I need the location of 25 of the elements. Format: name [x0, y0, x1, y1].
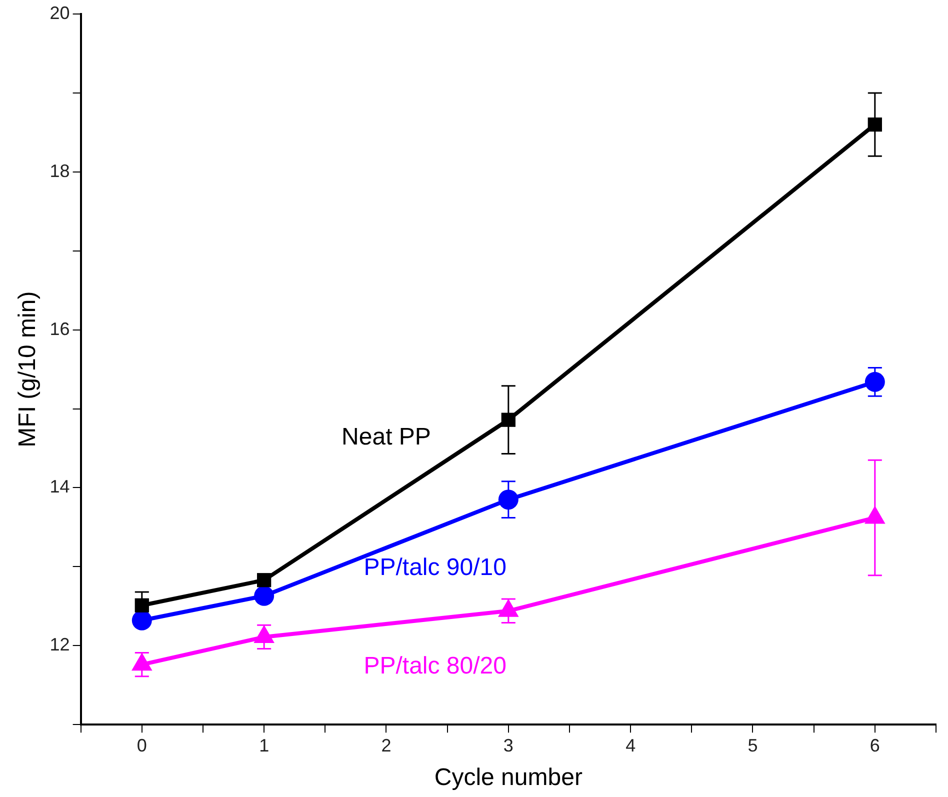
x-axis-title: Cycle number: [434, 764, 582, 792]
point: [254, 586, 274, 606]
point: [864, 372, 885, 392]
point: [134, 598, 149, 612]
x-tick-label: 4: [626, 735, 636, 756]
point: [501, 412, 516, 427]
x-tick-label: 0: [136, 735, 147, 756]
point: [257, 573, 272, 588]
point: [868, 117, 882, 132]
y-tick-label: 20: [50, 2, 70, 23]
y-tick-label: 14: [50, 476, 70, 497]
series-label: Neat PP: [342, 424, 431, 451]
x-tick-label: 6: [870, 735, 880, 756]
x-tick-label: 3: [503, 735, 514, 756]
y-tick-label: 12: [50, 634, 70, 655]
y-tick-label: 18: [50, 160, 70, 181]
point: [498, 490, 518, 510]
y-axis-title: MFI (g/10 min): [14, 291, 42, 448]
y-tick-label: 16: [50, 318, 70, 339]
series-label: PP/talc 80/20: [364, 652, 506, 680]
series-label: PP/talc 90/10: [364, 554, 506, 582]
x-tick-label: 1: [259, 735, 270, 756]
x-tick-label: 5: [748, 735, 758, 756]
point: [132, 610, 152, 630]
x-tick-label: 2: [381, 735, 392, 756]
